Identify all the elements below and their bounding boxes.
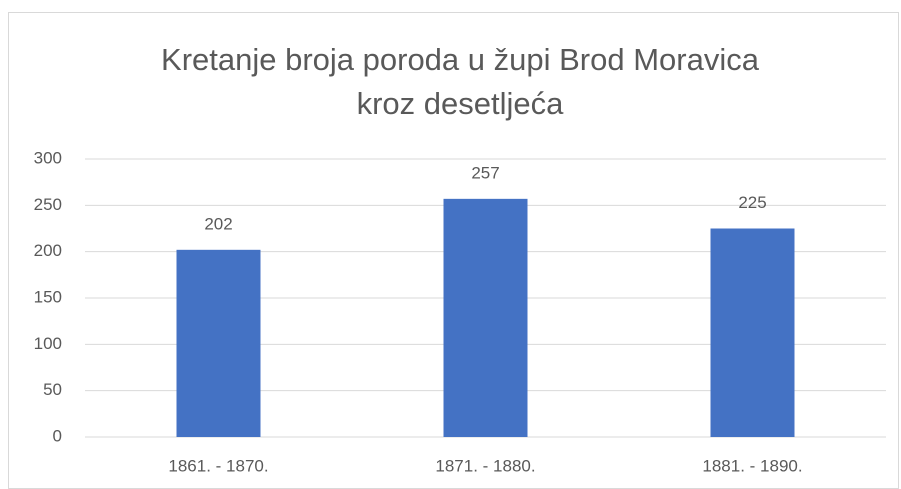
bar <box>710 228 795 437</box>
data-label: 225 <box>738 193 766 212</box>
y-tick-label: 0 <box>53 426 62 445</box>
data-label: 257 <box>471 163 499 182</box>
x-tick-label: 1881. - 1890. <box>702 456 802 475</box>
y-tick-label: 300 <box>34 148 62 167</box>
y-tick-label: 50 <box>43 380 62 399</box>
y-tick-label: 150 <box>34 287 62 306</box>
x-tick-label: 1861. - 1870. <box>168 456 268 475</box>
y-tick-label: 100 <box>34 334 62 353</box>
bar <box>176 249 261 437</box>
chart-title: Kretanje broja poroda u župi Brod Moravi… <box>161 42 760 77</box>
data-label: 202 <box>204 214 232 233</box>
bar <box>443 198 528 437</box>
chart-title: kroz desetljeća <box>357 86 565 121</box>
y-tick-label: 250 <box>34 195 62 214</box>
x-tick-label: 1871. - 1880. <box>435 456 535 475</box>
y-tick-label: 200 <box>34 241 62 260</box>
